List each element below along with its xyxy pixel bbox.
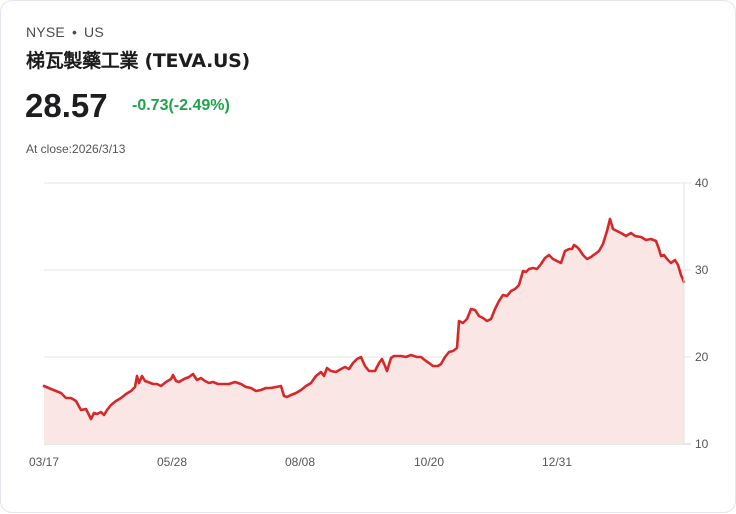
x-axis-ticks: 03/17 05/28 08/08 10/20 12/31 bbox=[29, 455, 572, 469]
market-name: US bbox=[84, 24, 104, 40]
x-tick-label: 03/17 bbox=[29, 455, 59, 469]
exchange-line: NYSE • US bbox=[26, 24, 104, 40]
price-change: -0.73(-2.49%) bbox=[132, 97, 230, 114]
y-tick-label: 40 bbox=[695, 176, 709, 190]
stock-title: 梯瓦製藥工業 (TEVA.US) bbox=[26, 50, 250, 72]
x-tick-label: 08/08 bbox=[285, 455, 315, 469]
exchange-name: NYSE bbox=[26, 24, 65, 40]
y-axis-ticks: 10 20 30 40 bbox=[695, 176, 709, 451]
y-tick-label: 10 bbox=[695, 437, 709, 451]
chart-price-line bbox=[42, 217, 686, 421]
y-tick-label: 30 bbox=[695, 263, 709, 277]
y-tick-label: 20 bbox=[695, 350, 709, 364]
x-tick-label: 12/31 bbox=[542, 455, 572, 469]
current-price: 28.57 bbox=[25, 87, 108, 124]
x-tick-label: 05/28 bbox=[157, 455, 187, 469]
x-tick-label: 10/20 bbox=[414, 455, 444, 469]
separator-dot: • bbox=[71, 24, 78, 40]
chart-area-fill bbox=[44, 219, 684, 444]
close-time: At close:2026/3/13 bbox=[26, 142, 126, 156]
